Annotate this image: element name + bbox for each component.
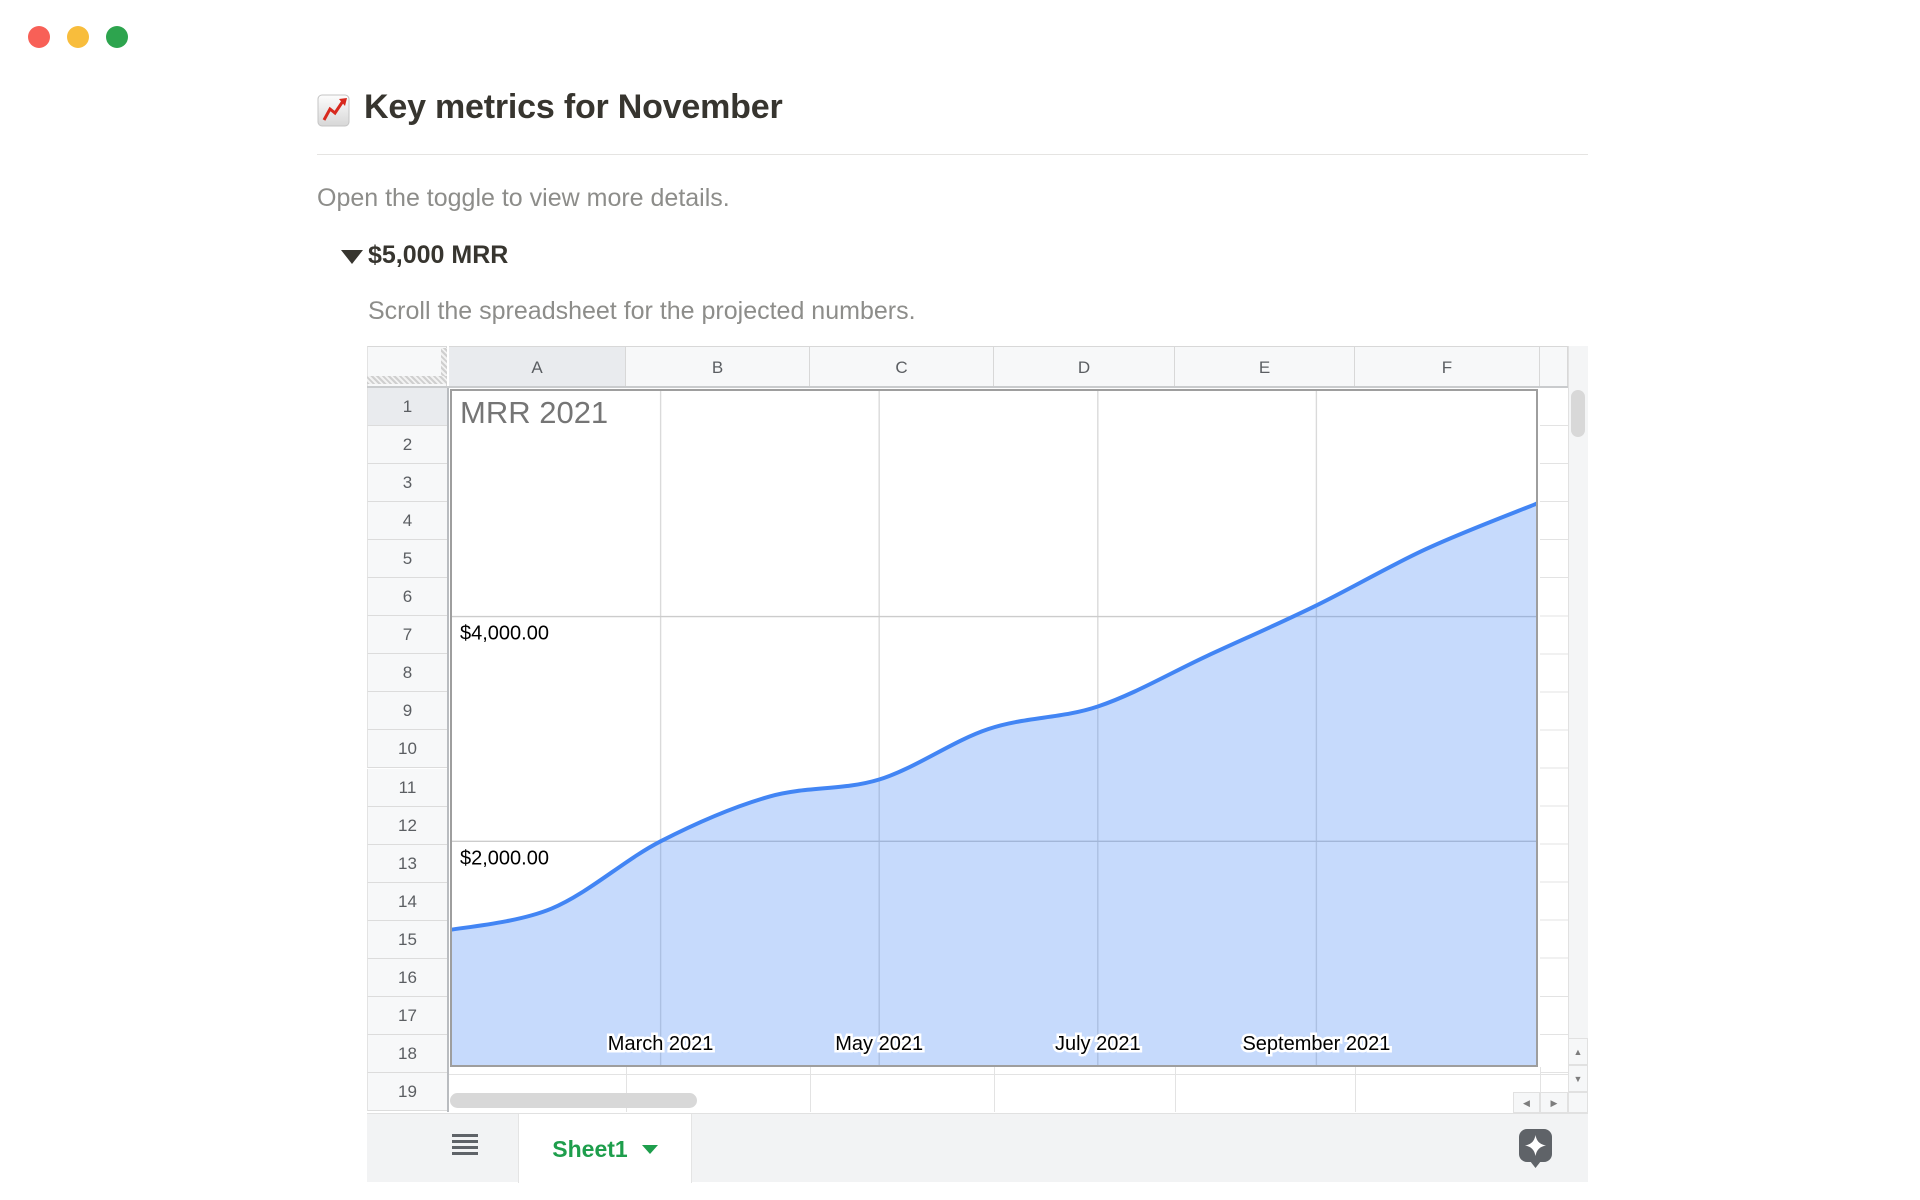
x-axis-label: September 2021 <box>1242 1033 1390 1055</box>
scroll-left-button[interactable]: ◀ <box>1513 1092 1540 1113</box>
toggle-label[interactable]: $5,000 MRR <box>368 241 509 269</box>
column-header-B[interactable]: B <box>626 346 810 388</box>
row-header-6[interactable]: 6 <box>367 578 447 617</box>
x-axis-label: March 2021 <box>608 1033 714 1055</box>
row-header-2[interactable]: 2 <box>367 426 447 465</box>
toggle-open-icon[interactable] <box>341 250 363 264</box>
frozen-row-hatch <box>367 376 447 384</box>
row-header-3[interactable]: 3 <box>367 464 447 503</box>
window-zoom-button[interactable] <box>106 26 128 48</box>
row-header-18[interactable]: 18 <box>367 1034 447 1073</box>
sheet-tab-dropdown-icon[interactable] <box>641 1145 658 1154</box>
grid-column-line <box>626 1067 627 1112</box>
page-title: Key metrics for November <box>364 88 783 126</box>
mrr-chart-object[interactable]: $2,000.00 $4,000.00 March 2021 May 2021 July… <box>440 389 1542 1067</box>
chart-title: MRR 2021 <box>460 395 608 430</box>
frozen-column-hatch <box>441 348 447 380</box>
column-header-F[interactable]: F <box>1355 346 1540 388</box>
scrollbar-corner <box>1568 1092 1588 1113</box>
area-series-fill <box>442 502 1540 1066</box>
grid-column-line <box>1175 1067 1176 1112</box>
sheet-tab-label: Sheet1 <box>552 1136 628 1162</box>
column-header-A[interactable]: A <box>449 346 626 388</box>
row-header-border <box>447 388 449 1112</box>
grid-row-line <box>449 1073 1568 1075</box>
all-sheets-menu-icon[interactable] <box>452 1134 478 1155</box>
header-bottom-border <box>367 386 1568 388</box>
row-header-9[interactable]: 9 <box>367 692 447 731</box>
row-header-13[interactable]: 13 <box>367 844 447 883</box>
grid-column-line <box>810 1067 811 1112</box>
scroll-up-button[interactable]: ▲ <box>1568 1038 1588 1065</box>
intro-text: Open the toggle to view more details. <box>317 184 730 212</box>
y-axis-label: $4,000.00 <box>460 623 549 645</box>
row-header-14[interactable]: 14 <box>367 882 447 921</box>
row-header-17[interactable]: 17 <box>367 996 447 1035</box>
row-header-16[interactable]: 16 <box>367 958 447 997</box>
line-series-mrr <box>440 500 1542 934</box>
toggle-body-text: Scroll the spreadsheet for the projected… <box>368 297 916 325</box>
column-header-D[interactable]: D <box>994 346 1175 388</box>
row-header-5[interactable]: 5 <box>367 540 447 579</box>
row-header-10[interactable]: 10 <box>367 730 447 769</box>
sheet-tab-sheet1[interactable]: Sheet1 <box>518 1114 692 1183</box>
divider <box>317 154 1588 155</box>
row-header-1[interactable]: 1 <box>367 388 447 427</box>
sheet-tab-bar: Sheet1 <box>367 1113 1588 1183</box>
column-header-C[interactable]: C <box>810 346 994 388</box>
row-header-8[interactable]: 8 <box>367 654 447 693</box>
x-axis-label: July 2021 <box>1055 1033 1141 1055</box>
x-axis-label: May 2021 <box>835 1033 923 1055</box>
horizontal-scrollbar-thumb[interactable] <box>450 1093 697 1108</box>
row-header-12[interactable]: 12 <box>367 806 447 845</box>
y-axis-label: $2,000.00 <box>460 847 549 869</box>
grid-row-lines <box>1540 388 1568 1112</box>
row-header-19[interactable]: 19 <box>367 1072 447 1111</box>
row-header-column: 1 2 3 4 5 6 7 8 9 10 11 12 13 14 15 16 17 18 19 <box>367 388 447 1112</box>
chart-border <box>450 389 1538 1067</box>
row-header-15[interactable]: 15 <box>367 920 447 959</box>
grid-column-line <box>1355 1067 1356 1112</box>
window-minimize-button[interactable] <box>67 26 89 48</box>
explore-button[interactable] <box>1518 1128 1553 1174</box>
row-header-7[interactable]: 7 <box>367 616 447 655</box>
chart-increasing-emoji-icon <box>317 92 350 132</box>
vertical-scrollbar-thumb[interactable] <box>1571 390 1585 437</box>
scroll-down-button[interactable]: ▼ <box>1568 1065 1588 1092</box>
row-header-11[interactable]: 11 <box>367 768 447 807</box>
column-header-partial[interactable] <box>1540 346 1568 388</box>
row-header-4[interactable]: 4 <box>367 502 447 541</box>
vertical-scrollbar-track[interactable] <box>1568 346 1588 1112</box>
column-header-E[interactable]: E <box>1175 346 1355 388</box>
window-close-button[interactable] <box>28 26 50 48</box>
grid-column-line <box>994 1067 995 1112</box>
scroll-right-button[interactable]: ▶ <box>1540 1092 1568 1113</box>
mrr-area-chart[interactable]: $2,000.00 $4,000.00 March 2021 May 2021 July… <box>440 389 1542 1067</box>
